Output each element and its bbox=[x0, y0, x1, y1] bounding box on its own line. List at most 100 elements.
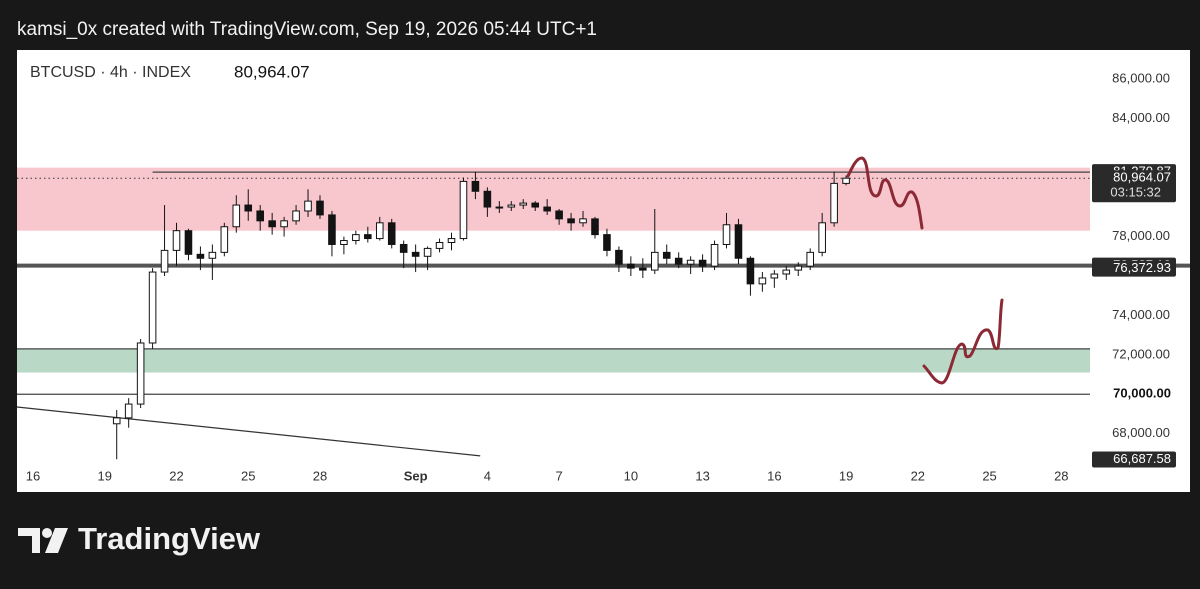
candle-body bbox=[543, 206, 551, 212]
candle-body bbox=[316, 200, 324, 216]
x-tick-label: 16 bbox=[767, 468, 781, 483]
drawing-up bbox=[922, 298, 1004, 385]
y-tick-label: 84,000.00 bbox=[1112, 110, 1170, 125]
y-tick-label: 68,000.00 bbox=[1112, 425, 1170, 440]
candle-body bbox=[292, 210, 300, 222]
x-tick-label: 4 bbox=[484, 468, 491, 483]
y-tick-label: 78,000.00 bbox=[1112, 228, 1170, 243]
candle-body bbox=[423, 247, 432, 257]
x-tick-label: 28 bbox=[1054, 468, 1068, 483]
zone bbox=[17, 167, 1090, 231]
x-tick-label: 25 bbox=[982, 468, 996, 483]
x-tick-label: 19 bbox=[839, 468, 853, 483]
candle-body bbox=[196, 253, 205, 259]
price-tag-label: 76,372.93 bbox=[1113, 260, 1171, 275]
candle-body bbox=[184, 230, 193, 255]
symbol: BTCUSD · 4h · INDEX bbox=[30, 64, 191, 81]
candle-body bbox=[244, 204, 253, 212]
candle-body bbox=[579, 218, 587, 224]
candle-body bbox=[435, 242, 444, 249]
x-tick-label: 22 bbox=[169, 468, 183, 483]
price-tag bbox=[1092, 451, 1176, 468]
candle-body bbox=[124, 403, 133, 419]
candle-body bbox=[698, 259, 707, 267]
logo-part bbox=[18, 528, 40, 553]
candle-body bbox=[172, 230, 181, 251]
brand: TradingView bbox=[18, 521, 261, 556]
candle-body bbox=[220, 226, 229, 253]
price-tag-label: 66,687.58 bbox=[1113, 451, 1171, 466]
annotation-drawings bbox=[846, 156, 1004, 385]
candle-body bbox=[411, 251, 420, 257]
x-tick-label: 16 bbox=[26, 468, 40, 483]
price-tag-label: 70,000.00 bbox=[1113, 386, 1171, 401]
candle-body bbox=[662, 251, 671, 259]
candle-body bbox=[280, 220, 288, 228]
candle-body bbox=[818, 222, 826, 253]
x-tick-label: 7 bbox=[556, 468, 563, 483]
x-tick-label: Sep bbox=[404, 468, 428, 483]
candle-body bbox=[770, 273, 779, 279]
price-tag bbox=[1092, 170, 1176, 203]
candle-body bbox=[507, 204, 516, 208]
candle-body bbox=[208, 251, 217, 259]
candle-body bbox=[782, 269, 791, 275]
candle-body bbox=[471, 180, 480, 192]
candle-body bbox=[567, 218, 575, 224]
candle-body bbox=[256, 210, 264, 222]
candle-body bbox=[830, 182, 838, 224]
candle-body bbox=[268, 220, 276, 228]
candle-body bbox=[555, 210, 563, 220]
candle-body bbox=[806, 251, 814, 267]
candle-body bbox=[615, 249, 623, 265]
candle-body bbox=[352, 234, 360, 242]
chart: 16 19 22 25 28 Sep 4 7 10 13 16 19 22 25 28 68,000.00 72… bbox=[16, 70, 1190, 483]
candle-body bbox=[746, 257, 755, 285]
y-tick-label: 74,000.00 bbox=[1112, 307, 1170, 322]
candle-body bbox=[232, 204, 241, 228]
candle-body bbox=[160, 249, 169, 273]
price-tag bbox=[1092, 260, 1176, 277]
candle-body bbox=[148, 271, 157, 344]
candle-body bbox=[650, 251, 659, 271]
drawing-down bbox=[846, 156, 924, 230]
candle-body bbox=[842, 177, 850, 184]
candle-body bbox=[495, 206, 504, 209]
candle-body bbox=[399, 243, 408, 253]
candle-body bbox=[603, 234, 611, 251]
candle-body bbox=[459, 180, 468, 240]
zone bbox=[17, 348, 1090, 373]
y-tick-label: 86,000.00 bbox=[1112, 70, 1170, 85]
candle-body bbox=[710, 243, 719, 267]
trend-line bbox=[16, 406, 481, 457]
x-tick-label: 19 bbox=[98, 468, 112, 483]
brand-name: TradingView bbox=[78, 521, 261, 556]
candle-body bbox=[639, 267, 647, 271]
candle-body bbox=[387, 222, 396, 245]
x-tick-label: 10 bbox=[624, 468, 638, 483]
candle-body bbox=[722, 224, 731, 245]
candle-body bbox=[531, 202, 539, 208]
x-tick-label: 22 bbox=[911, 468, 925, 483]
candle-body bbox=[483, 190, 492, 208]
candle-body bbox=[447, 238, 456, 244]
candle-body bbox=[304, 200, 312, 212]
candle-body bbox=[340, 240, 348, 245]
logo-part bbox=[42, 528, 52, 538]
candle-body bbox=[734, 224, 743, 259]
x-tick-label: 28 bbox=[313, 468, 327, 483]
candle-body bbox=[112, 417, 121, 425]
candle-body bbox=[519, 202, 528, 206]
candle-body bbox=[375, 222, 384, 240]
candle-body bbox=[591, 218, 599, 236]
candle-body bbox=[328, 214, 336, 245]
candle-body bbox=[794, 265, 803, 271]
candle-body bbox=[674, 257, 683, 265]
price-tag bbox=[1092, 386, 1176, 403]
candle-body bbox=[627, 263, 635, 269]
candle-body bbox=[758, 277, 767, 285]
price-tag-label: 80,964.07 bbox=[1113, 170, 1171, 185]
countdown: 03:15:32 bbox=[1110, 185, 1161, 200]
x-tick-label: 13 bbox=[695, 468, 709, 483]
